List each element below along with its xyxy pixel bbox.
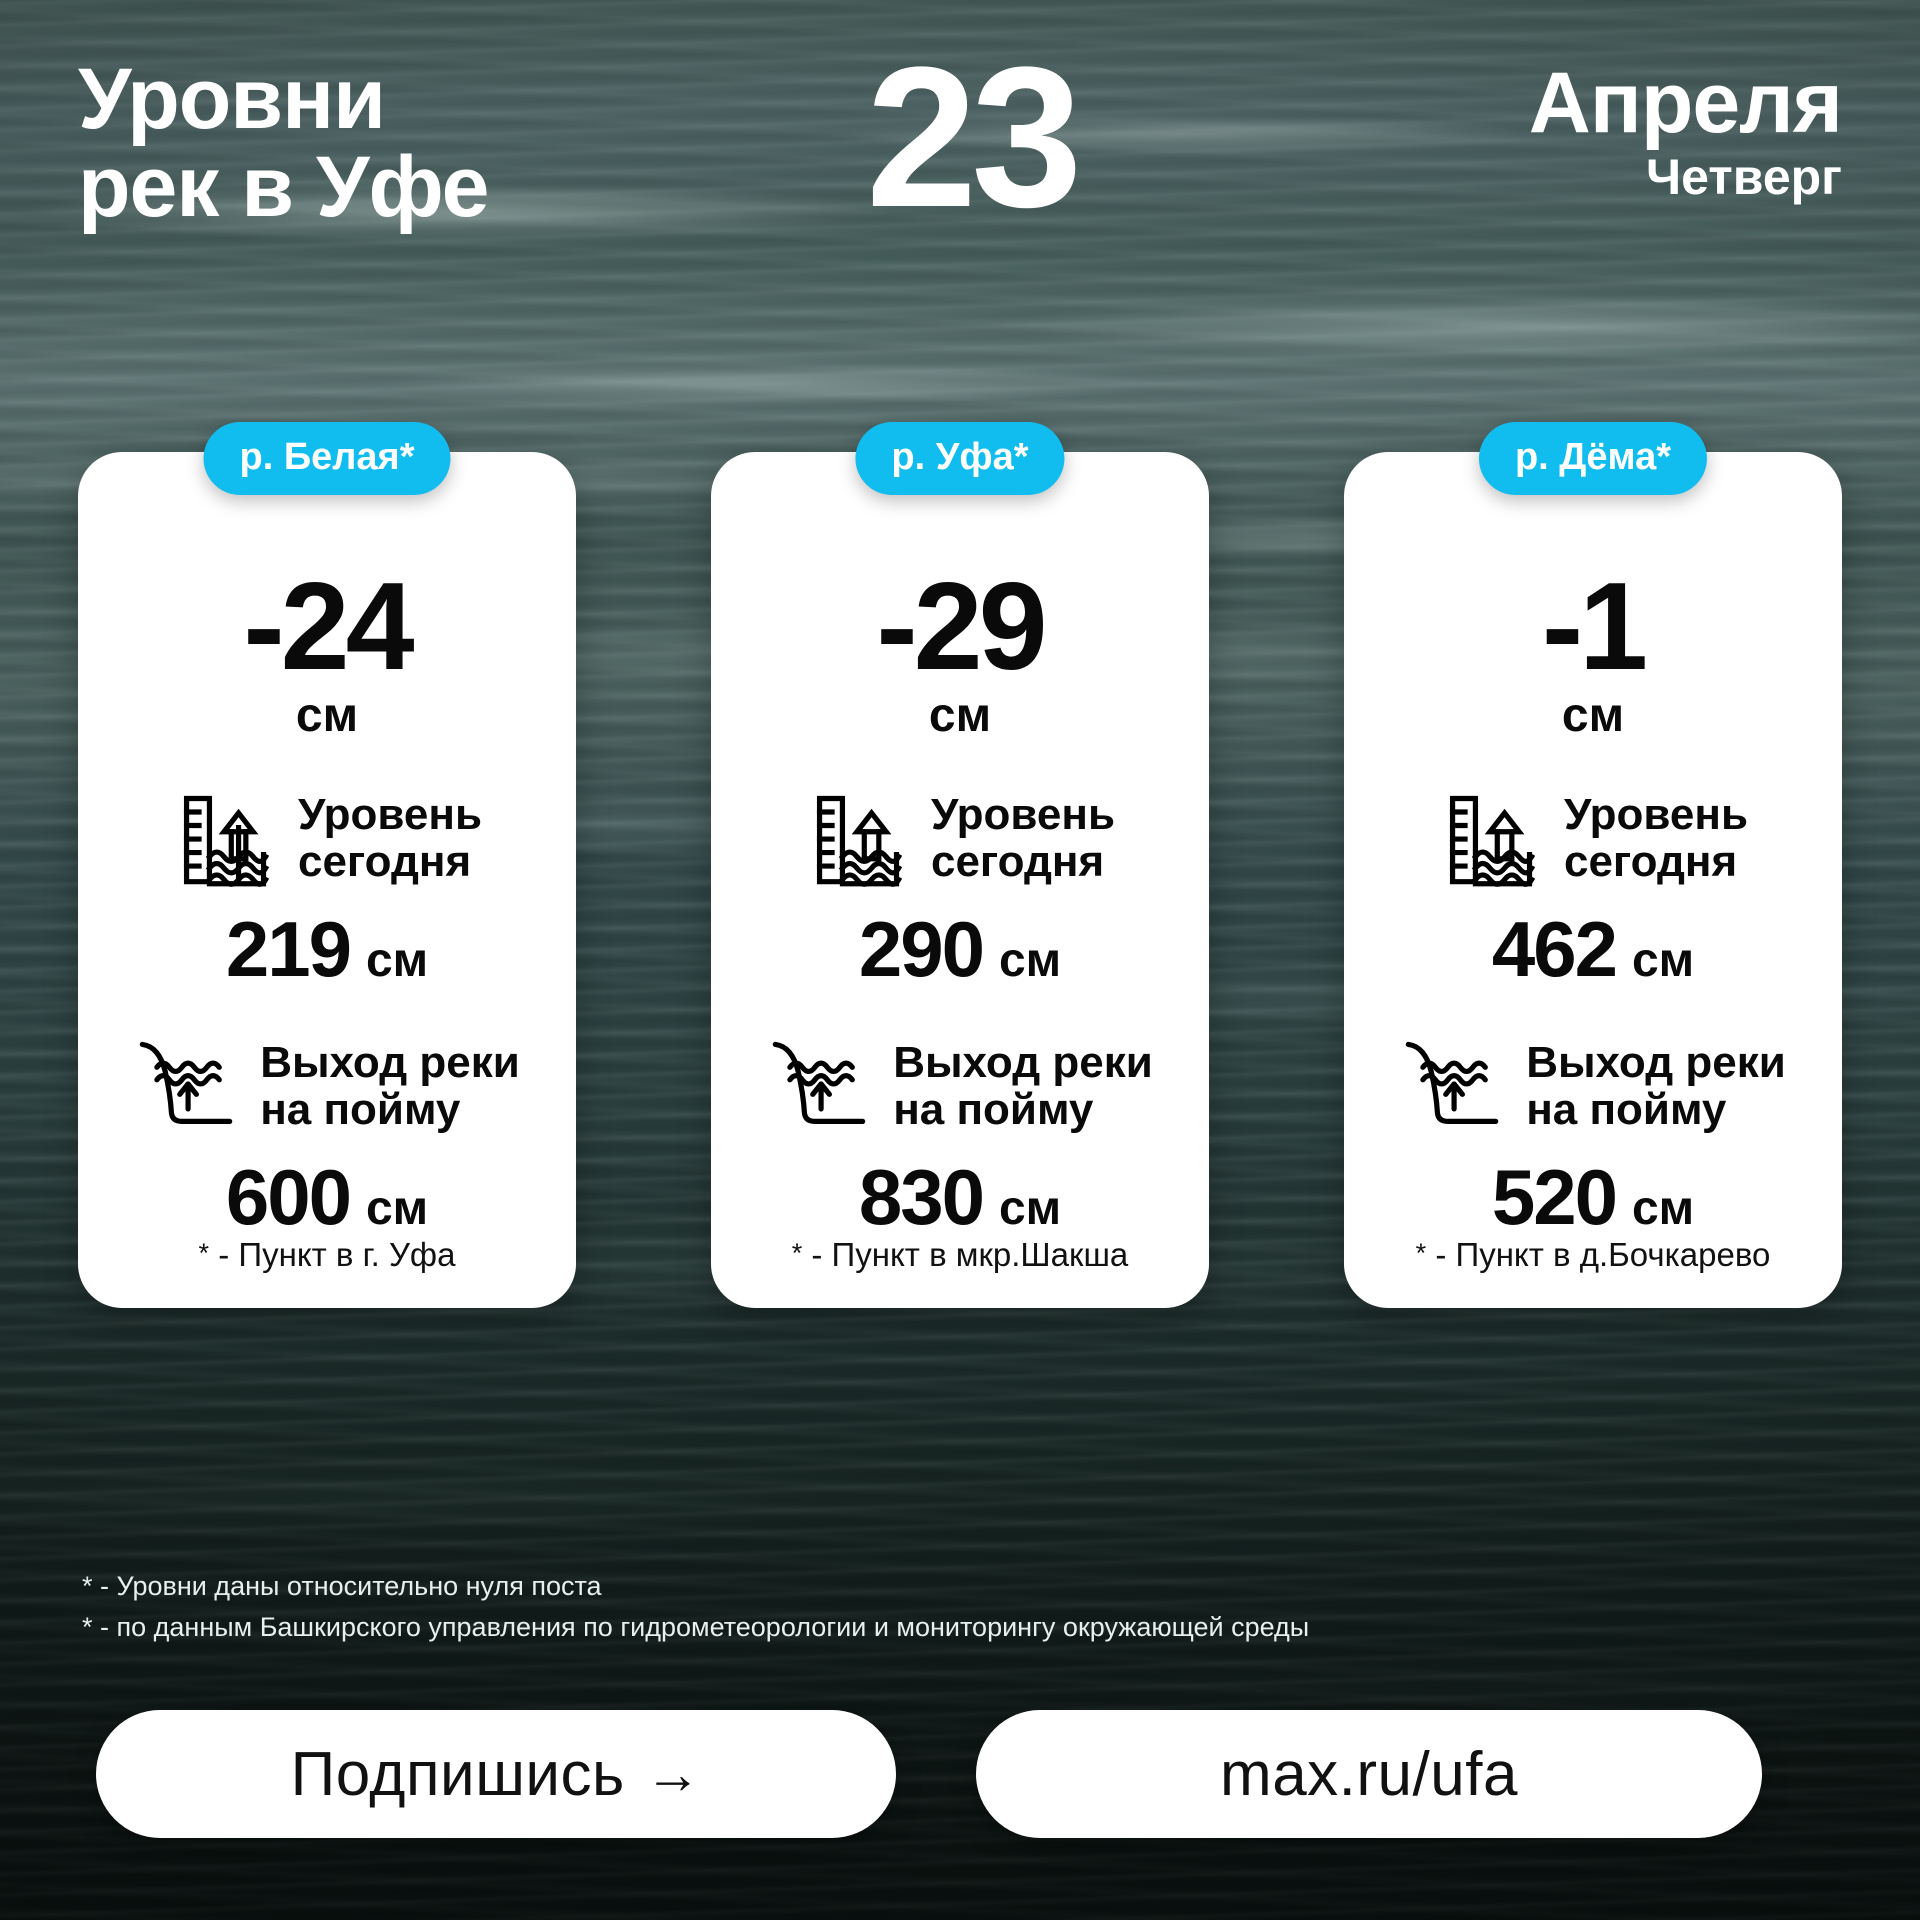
today-level-metric: Уровень сегодня 290 см (729, 786, 1191, 988)
action-buttons: Подпишись → max.ru/ufa (96, 1710, 1824, 1838)
floodplain-value: 830 (858, 1153, 985, 1242)
floodplain-value: 600 (225, 1153, 352, 1242)
today-level-unit: см (1631, 934, 1695, 988)
card-footnote: * - Пункт в мкр.Шакша (792, 1236, 1129, 1274)
today-level-value: 219 (225, 905, 352, 994)
subscribe-button-label: Подпишись (290, 1739, 625, 1809)
today-level-value: 462 (1491, 905, 1618, 994)
level-change-value: -29 (876, 558, 1047, 696)
today-level-value: 290 (858, 905, 985, 994)
today-level-metric: Уровень сегодня 462 см (1362, 786, 1824, 988)
card-footnote: * - Пункт в д.Бочкарево (1416, 1236, 1771, 1274)
subscribe-button[interactable]: Подпишись → (96, 1710, 896, 1838)
level-change-value: -1 (1541, 558, 1648, 696)
river-floodplain-icon (767, 1034, 871, 1138)
floodplain-unit: см (365, 1182, 429, 1236)
date-day-number: 23 (866, 26, 1082, 249)
river-name-badge: р. Белая* (203, 422, 451, 495)
river-name-badge: р. Уфа* (855, 422, 1065, 495)
river-floodplain-icon (1400, 1034, 1504, 1138)
floodplain-unit: см (998, 1182, 1062, 1236)
today-level-label: Уровень сегодня (930, 789, 1115, 887)
today-level-metric: Уровень сегодня 219 см (96, 786, 558, 988)
floodplain-label: Выход реки на пойму (893, 1037, 1153, 1135)
water-level-gauge-icon (1438, 786, 1542, 890)
today-level-unit: см (365, 934, 429, 988)
date-month: Апреля (1528, 55, 1843, 151)
card-footnote-asterisk: * (198, 1238, 210, 1269)
river-floodplain-icon (134, 1034, 238, 1138)
floodplain-label: Выход реки на пойму (260, 1037, 520, 1135)
floodplain-metric: Выход реки на пойму 830 см (729, 1034, 1191, 1236)
today-level-label: Уровень сегодня (297, 789, 482, 887)
river-card: р. Белая* -24 см (78, 422, 576, 1309)
today-level-label: Уровень сегодня (1563, 789, 1748, 887)
water-level-gauge-icon (805, 786, 909, 890)
water-level-gauge-icon (172, 786, 276, 890)
card-footnote-asterisk: * (791, 1238, 803, 1269)
arrow-right-icon: → (644, 1742, 702, 1805)
floodplain-value: 520 (1491, 1153, 1618, 1242)
page-title: Уровни рек в Уфе (78, 51, 490, 235)
floodplain-metric: Выход реки на пойму 520 см (1362, 1034, 1824, 1236)
floodplain-label: Выход реки на пойму (1526, 1037, 1786, 1135)
date-month-block: Апреля Четверг (1528, 55, 1843, 206)
river-card: р. Дёма* -1 см (1344, 422, 1842, 1309)
card-footnote-asterisk: * (1415, 1238, 1427, 1269)
header: Уровни рек в Уфе 23 Апреля Четверг (0, 0, 1920, 300)
river-cards: р. Белая* -24 см (78, 422, 1842, 1309)
level-change-value: -24 (243, 558, 414, 696)
river-card: р. Уфа* -29 см (711, 422, 1209, 1309)
level-change-unit: см (1561, 689, 1625, 743)
floodplain-metric: Выход реки на пойму 600 см (96, 1034, 558, 1236)
today-level-unit: см (998, 934, 1062, 988)
river-name-badge: р. Дёма* (1478, 422, 1708, 495)
disclaimer-line: * - Уровни даны относительно нуля поста (82, 1571, 602, 1601)
card-footnote-text: - Пункт в мкр.Шакша (802, 1236, 1129, 1274)
level-change-unit: см (295, 689, 359, 743)
card-footnote-text: - Пункт в д.Бочкарево (1426, 1236, 1771, 1274)
disclaimer-line: * - по данным Башкирского управления по … (82, 1612, 1310, 1643)
site-url-button[interactable]: max.ru/ufa (976, 1710, 1762, 1838)
card-footnote-text: - Пункт в г. Уфа (209, 1236, 456, 1274)
site-url-label: max.ru/ufa (1220, 1739, 1518, 1809)
level-change-unit: см (928, 689, 992, 743)
card-footnote: * - Пункт в г. Уфа (199, 1236, 456, 1274)
disclaimer-block: * - Уровни даны относительно нуля поста … (82, 1566, 1842, 1648)
date-weekday: Четверг (1645, 149, 1842, 206)
floodplain-unit: см (1631, 1182, 1695, 1236)
